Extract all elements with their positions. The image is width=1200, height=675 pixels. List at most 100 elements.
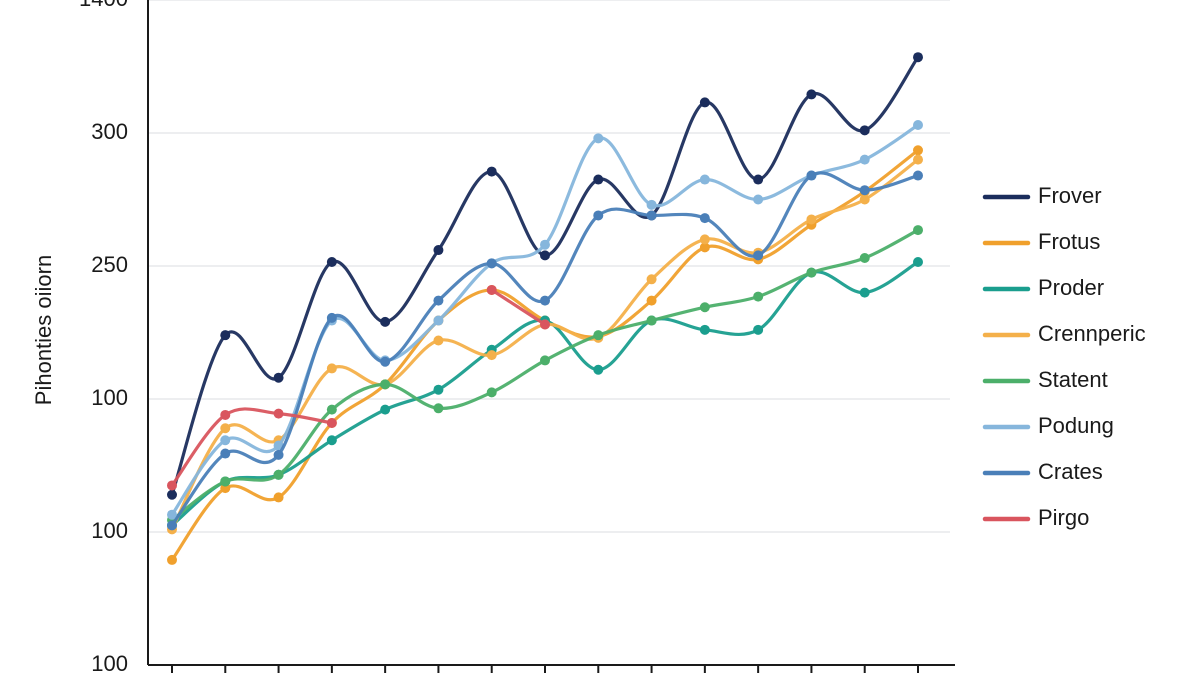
- data-point: [273, 408, 284, 419]
- y-axis-label: Pihonties oiiorn: [31, 255, 56, 405]
- data-point: [913, 145, 923, 156]
- legend-label: Crennperic: [1038, 321, 1146, 346]
- data-point: [540, 319, 550, 330]
- y-tick-label: 300: [91, 119, 128, 144]
- data-point: [540, 295, 550, 306]
- data-point: [433, 245, 444, 256]
- data-point: [220, 476, 231, 487]
- data-point: [220, 330, 231, 341]
- data-point: [326, 363, 337, 374]
- data-point: [646, 210, 657, 221]
- data-point: [646, 315, 657, 326]
- legend-label: Proder: [1038, 275, 1104, 300]
- data-point: [433, 335, 444, 346]
- y-tick-label: 100: [91, 518, 128, 543]
- data-point: [646, 199, 657, 210]
- data-point: [753, 291, 764, 302]
- data-point: [220, 448, 231, 459]
- data-point: [486, 350, 497, 361]
- data-point: [380, 316, 391, 327]
- data-point: [380, 404, 391, 415]
- series-line: [170, 171, 920, 527]
- data-point: [380, 356, 391, 367]
- data-point: [326, 312, 337, 323]
- data-point: [540, 239, 550, 250]
- data-point: [753, 174, 764, 185]
- data-point: [859, 194, 870, 205]
- data-point: [859, 125, 870, 136]
- legend-label: Frotus: [1038, 229, 1100, 254]
- data-point: [540, 355, 550, 366]
- data-point: [433, 384, 444, 395]
- data-point: [433, 295, 444, 306]
- legend-label: Pirgo: [1038, 505, 1089, 530]
- data-point: [326, 404, 337, 415]
- data-point: [593, 330, 604, 341]
- data-point: [753, 250, 764, 261]
- data-point: [167, 509, 177, 520]
- data-point: [806, 214, 817, 225]
- series-line: [170, 228, 920, 522]
- data-point: [167, 554, 177, 565]
- data-point: [326, 257, 337, 268]
- data-point: [699, 213, 710, 224]
- legend-label: Crates: [1038, 459, 1103, 484]
- data-point: [167, 520, 177, 531]
- data-point: [433, 403, 444, 414]
- data-point: [326, 417, 337, 428]
- data-point: [593, 133, 604, 144]
- data-point: [646, 274, 657, 285]
- data-point: [806, 267, 817, 278]
- data-point: [859, 253, 870, 264]
- data-point: [699, 324, 710, 335]
- data-point: [806, 170, 817, 181]
- data-point: [913, 170, 923, 181]
- data-point: [273, 469, 284, 480]
- data-point: [913, 120, 923, 131]
- data-point: [593, 174, 604, 185]
- data-point: [273, 372, 284, 383]
- data-point: [273, 492, 284, 503]
- data-point: [699, 234, 710, 245]
- data-point: [273, 449, 284, 460]
- data-point: [859, 185, 870, 196]
- data-point: [646, 295, 657, 306]
- data-point: [913, 52, 923, 63]
- data-point: [220, 423, 231, 434]
- data-point: [593, 210, 604, 221]
- data-point: [806, 89, 817, 100]
- series-line: [170, 148, 920, 562]
- data-point: [699, 174, 710, 185]
- legend-label: Statent: [1038, 367, 1108, 392]
- data-point: [486, 387, 497, 398]
- data-point: [486, 166, 497, 177]
- data-point: [753, 324, 764, 335]
- data-point: [699, 242, 710, 253]
- series-line: [170, 123, 920, 517]
- data-point: [540, 250, 550, 261]
- y-tick-label: 250: [91, 252, 128, 277]
- data-point: [326, 435, 337, 446]
- data-point: [859, 287, 870, 298]
- data-point: [699, 302, 710, 313]
- data-point: [913, 257, 923, 268]
- data-point: [220, 409, 231, 420]
- data-point: [753, 194, 764, 205]
- data-point: [220, 435, 231, 446]
- data-point: [433, 315, 444, 326]
- data-point: [486, 284, 497, 295]
- y-tick-label: 100: [91, 651, 128, 675]
- data-point: [486, 258, 497, 269]
- y-tick-label: 100: [91, 385, 128, 410]
- data-point: [859, 154, 870, 165]
- y-tick-label: 1400: [79, 0, 128, 11]
- data-point: [167, 480, 177, 491]
- data-point: [380, 379, 391, 390]
- data-point: [913, 225, 923, 236]
- data-point: [593, 364, 604, 375]
- legend-label: Frover: [1038, 183, 1102, 208]
- data-point: [167, 489, 177, 500]
- data-point: [913, 154, 923, 165]
